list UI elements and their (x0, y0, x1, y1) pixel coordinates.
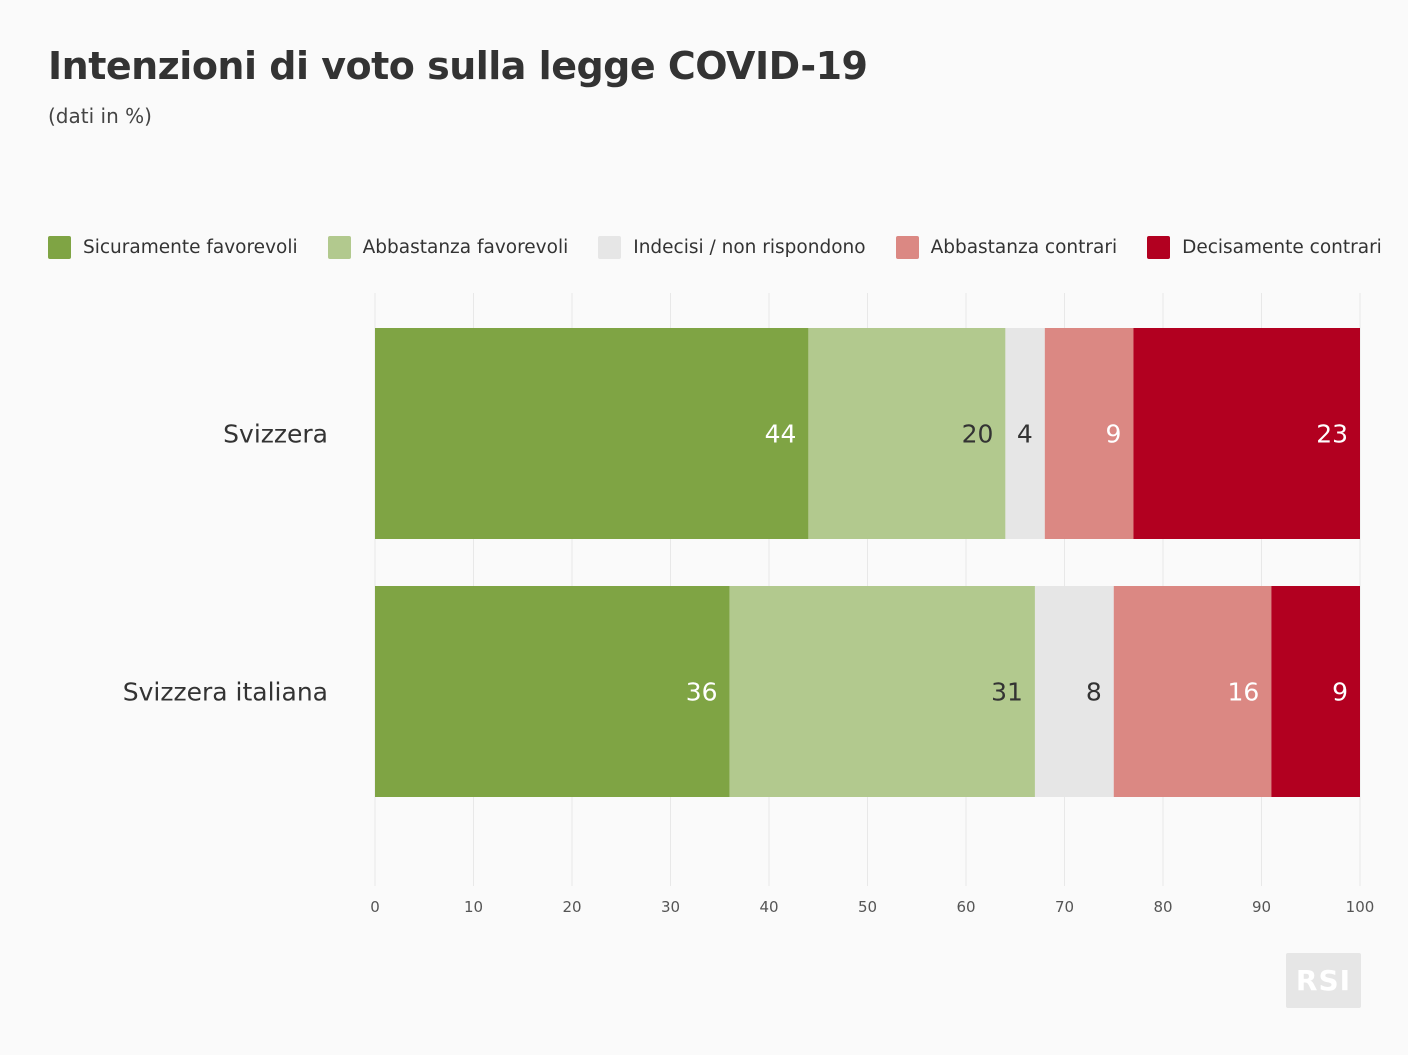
data-label: 8 (1086, 678, 1102, 707)
data-label: 31 (991, 678, 1023, 707)
legend-label: Abbastanza favorevoli (362, 236, 569, 258)
legend-label: Sicuramente favorevoli (83, 236, 298, 258)
rsi-logo: RSI (1286, 953, 1361, 1008)
x-tick-label: 30 (661, 898, 680, 916)
legend-swatch (598, 235, 622, 259)
x-tick-label: 90 (1252, 898, 1271, 916)
bar-segment (1113, 586, 1272, 797)
x-tick-label: 40 (759, 898, 778, 916)
x-tick-label: 0 (370, 898, 380, 916)
data-label: 36 (686, 678, 718, 707)
legend-item: Abbastanza contrari (895, 235, 1118, 259)
bar-segment (1133, 328, 1360, 539)
legend-item: Decisamente contrari (1147, 235, 1382, 259)
data-label: 9 (1106, 420, 1122, 449)
data-label: 23 (1316, 420, 1348, 449)
rsi-logo-text: RSI (1295, 964, 1352, 997)
bar-segment (1271, 586, 1360, 797)
bar-segment (729, 586, 1035, 797)
data-label: 16 (1228, 678, 1260, 707)
bar-segment (1005, 328, 1045, 539)
chart-subtitle: (dati in %) (48, 104, 152, 128)
category-label: Svizzera (223, 420, 328, 449)
data-label: 9 (1332, 678, 1348, 707)
bar-segment (808, 328, 1006, 539)
legend-label: Decisamente contrari (1182, 236, 1382, 258)
legend-swatch (48, 235, 71, 259)
x-tick-label: 10 (464, 898, 483, 916)
x-tick-label: 80 (1153, 898, 1172, 916)
data-label: 20 (962, 420, 994, 449)
bar-segment (1034, 586, 1114, 797)
x-tick-label: 20 (562, 898, 581, 916)
legend: Sicuramente favorevoli Abbastanza favorev… (48, 233, 1408, 261)
x-tick-label: 50 (858, 898, 877, 916)
legend-swatch (1147, 235, 1171, 259)
chart-title: Intenzioni di voto sulla legge COVID-19 (48, 44, 868, 88)
data-label: 44 (765, 420, 797, 449)
legend-item: Sicuramente favorevoli (48, 235, 298, 259)
legend-swatch (327, 235, 351, 259)
bar-segment (1044, 328, 1134, 539)
x-tick-label: 60 (956, 898, 975, 916)
x-tick-label: 100 (1346, 898, 1375, 916)
bar-segment (375, 328, 809, 539)
legend-label: Abbastanza contrari (930, 236, 1118, 258)
legend-item: Abbastanza favorevoli (327, 235, 569, 259)
legend-swatch (895, 235, 919, 259)
legend-item: Indecisi / non rispondono (598, 235, 866, 259)
x-tick-label: 70 (1055, 898, 1074, 916)
data-label: 4 (1017, 420, 1033, 449)
category-label: Svizzera italiana (123, 678, 328, 707)
legend-label: Indecisi / non rispondono (633, 236, 866, 258)
bar-segment (375, 586, 730, 797)
